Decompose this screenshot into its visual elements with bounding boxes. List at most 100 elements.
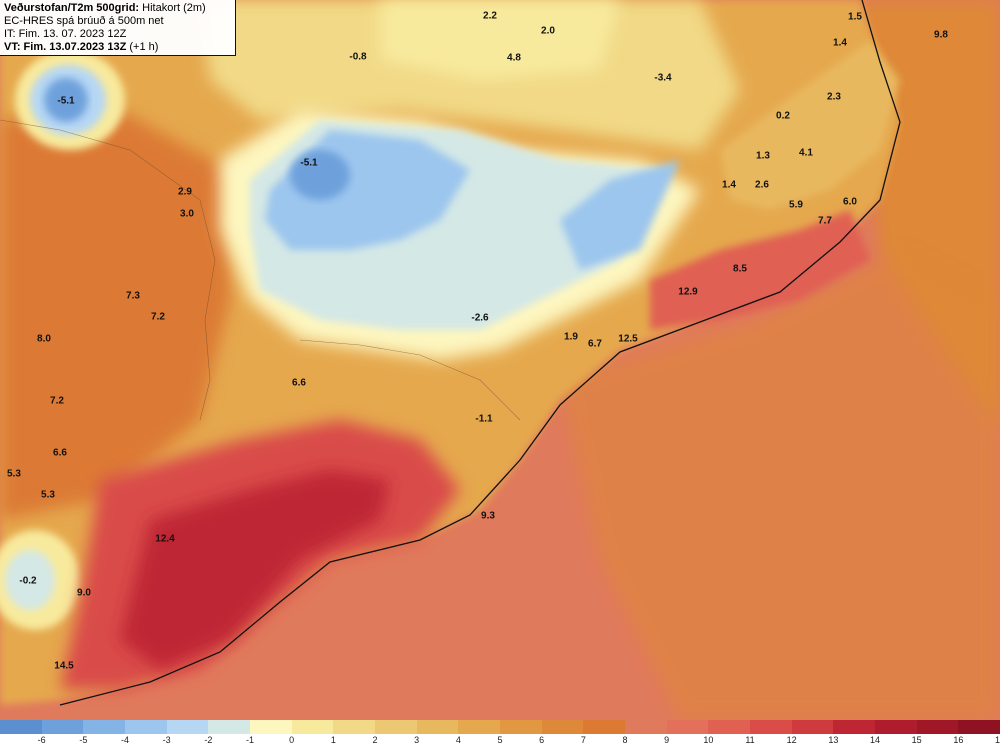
legend-tick-label: 8: [622, 735, 628, 745]
forecast-info-box: Veðurstofan/T2m 500grid: Hitakort (2m) E…: [0, 0, 236, 56]
legend-tick-label: 12: [786, 735, 797, 745]
legend-color-swatch: [375, 720, 417, 734]
legend-color-swatch: [458, 720, 501, 734]
legend-color-swatch: [833, 720, 876, 734]
legend-tick-label: 3: [414, 735, 420, 745]
legend-color-swatch: [750, 720, 792, 734]
temperature-value: 2.3: [827, 91, 841, 103]
legend-color-swatch: [166, 720, 209, 734]
temperature-value: 7.2: [50, 395, 64, 407]
legend-tick-label: 1: [330, 735, 336, 745]
temperature-value: 2.2: [483, 10, 497, 22]
temperature-value: 1.3: [756, 150, 770, 162]
legend-color-swatch: [41, 720, 84, 734]
temperature-value: 0.2: [776, 110, 790, 122]
temperature-value: 4.8: [507, 52, 521, 64]
legend-color-swatch: [625, 720, 667, 734]
legend-tick-label: 2: [372, 735, 378, 745]
legend-tick-label: -6: [37, 735, 46, 745]
temperature-value: 1.4: [722, 179, 736, 191]
temperature-value: 6.6: [53, 447, 67, 459]
temperature-value: -2.6: [471, 312, 489, 324]
legend-color-swatch: [958, 720, 1000, 734]
valid-time: VT: Fim. 13.07.2023 13Z: [4, 41, 127, 53]
temperature-value: 12.4: [155, 533, 175, 545]
legend-ticks: -6-5-4-3-2-101234567891011121314151617: [0, 735, 1000, 748]
temperature-value: 6.7: [588, 338, 602, 350]
temperature-value: -5.1: [57, 95, 75, 107]
legend-color-swatch: [875, 720, 917, 734]
legend-color-swatch: [583, 720, 626, 734]
temperature-value: 9.0: [77, 587, 91, 599]
temperature-value: -1.1: [475, 413, 493, 425]
legend-color-swatch: [125, 720, 167, 734]
legend-color-swatch: [250, 720, 292, 734]
temperature-value: 3.0: [180, 208, 194, 220]
temperature-value: 6.0: [843, 196, 857, 208]
temperature-value: 12.9: [678, 286, 698, 298]
legend-color-swatch: [791, 720, 834, 734]
temperature-value: 7.2: [151, 311, 165, 323]
legend-tick-label: 5: [497, 735, 503, 745]
legend-tick-label: 13: [828, 735, 839, 745]
legend-color-swatch: [0, 720, 42, 734]
temperature-value: 2.9: [178, 186, 192, 198]
temperature-value: 7.3: [126, 290, 140, 302]
init-time: IT: Fim. 13. 07. 2023 12Z: [4, 28, 127, 40]
legend-color-swatch: [666, 720, 709, 734]
legend-color-swatch: [916, 720, 959, 734]
legend-tick-label: 0: [289, 735, 295, 745]
legend-tick-label: 6: [539, 735, 545, 745]
temperature-value: -0.2: [19, 575, 37, 587]
map-subtitle: Hitakort (2m): [142, 2, 206, 14]
legend-color-swatch: [416, 720, 459, 734]
temperature-value: 5.3: [7, 468, 21, 480]
map-title: Veðurstofan/T2m 500grid:: [4, 2, 140, 14]
temperature-value: 8.0: [37, 333, 51, 345]
lead-time: (+1 h): [129, 41, 159, 53]
legend-tick-label: -5: [79, 735, 88, 745]
model-info: EC-HRES spá brúuð á 500m net: [4, 15, 164, 27]
legend-tick-label: 14: [869, 735, 881, 745]
legend-tick-label: -2: [204, 735, 213, 745]
temperature-value: 14.5: [54, 660, 74, 672]
legend-color-swatch: [708, 720, 751, 734]
legend-color-swatch: [83, 720, 126, 734]
legend-color-swatch: [208, 720, 251, 734]
legend-tick-label: 15: [911, 735, 922, 745]
legend-color-swatch: [541, 720, 584, 734]
legend-tick-label: 10: [703, 735, 714, 745]
temperature-value: -0.8: [349, 51, 367, 63]
legend-tick-label: -1: [245, 735, 255, 745]
color-bar: [0, 720, 1000, 734]
temperature-value: 1.9: [564, 331, 578, 343]
legend-tick-label: 4: [455, 735, 461, 745]
legend-tick-label: 16: [953, 735, 964, 745]
temperature-value: -5.1: [300, 157, 318, 169]
legend-color-swatch: [291, 720, 334, 734]
legend-tick-label: -4: [120, 735, 130, 745]
color-legend: -6-5-4-3-2-101234567891011121314151617: [0, 720, 1000, 748]
temperature-value: -3.4: [654, 72, 672, 84]
temperature-value: 9.8: [934, 29, 948, 41]
legend-tick-label: 17: [994, 735, 1000, 745]
temperature-value: 2.0: [541, 25, 555, 37]
legend-tick-label: 7: [580, 735, 586, 745]
temperature-value: 6.6: [292, 377, 306, 389]
legend-tick-label: -3: [162, 735, 171, 745]
temperature-value: 7.7: [818, 215, 832, 227]
temperature-value: 1.5: [848, 11, 862, 23]
temperature-value: 4.1: [799, 147, 813, 159]
temperature-value: 5.3: [41, 489, 55, 501]
temperature-value: 9.3: [481, 510, 495, 522]
temperature-value: 2.6: [755, 179, 769, 191]
legend-color-swatch: [333, 720, 376, 734]
legend-tick-label: 9: [664, 735, 670, 745]
temperature-map: [0, 0, 1000, 720]
temperature-value: 12.5: [618, 333, 638, 345]
legend-tick-label: 11: [745, 735, 755, 745]
legend-color-swatch: [500, 720, 542, 734]
temperature-value: 8.5: [733, 263, 747, 275]
temperature-value: 5.9: [789, 199, 803, 211]
temperature-value: 1.4: [833, 37, 847, 49]
